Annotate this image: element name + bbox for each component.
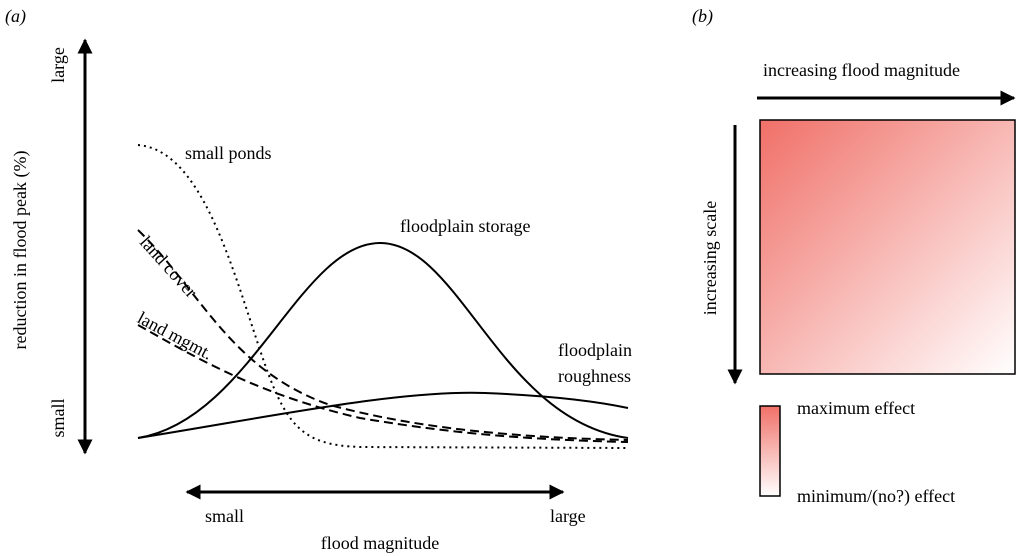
land-mgmt-curve [137,324,629,443]
curve-label: floodplain storage [400,216,530,236]
curve-label: floodplain [558,340,632,360]
small-ponds-curve [137,144,629,449]
x-left-label: small [205,506,244,526]
panel-a: (a) large small reduction in flood peak … [5,6,632,553]
y-top-label: large [48,47,68,83]
floodplain-storage-curve [137,241,629,439]
curve-label: land mgmt. [134,308,216,364]
panel-b: (b) increasing flood magnitude increasin… [692,6,1016,507]
legend-bar [759,405,781,497]
land-cover-curve [137,229,629,441]
legend-max-label: maximum effect [797,398,915,418]
curve-label: roughness [558,366,631,386]
x-axis-title: flood magnitude [321,533,439,553]
panel-label: (a) [5,6,26,27]
curve-label: small ponds [185,143,272,163]
legend-min-label: minimum/(no?) effect [797,486,955,507]
side-arrow-label: increasing scale [700,201,720,315]
x-right-label: large [550,506,586,526]
y-axis-title: reduction in flood peak (%) [10,151,31,350]
effect-square [759,119,1016,375]
panel-label: (b) [692,6,713,27]
curve-label: land cover [136,232,201,301]
y-bottom-label: small [48,399,68,438]
top-arrow-label: increasing flood magnitude [763,60,960,80]
floodplain-roughness-curve [137,391,629,439]
